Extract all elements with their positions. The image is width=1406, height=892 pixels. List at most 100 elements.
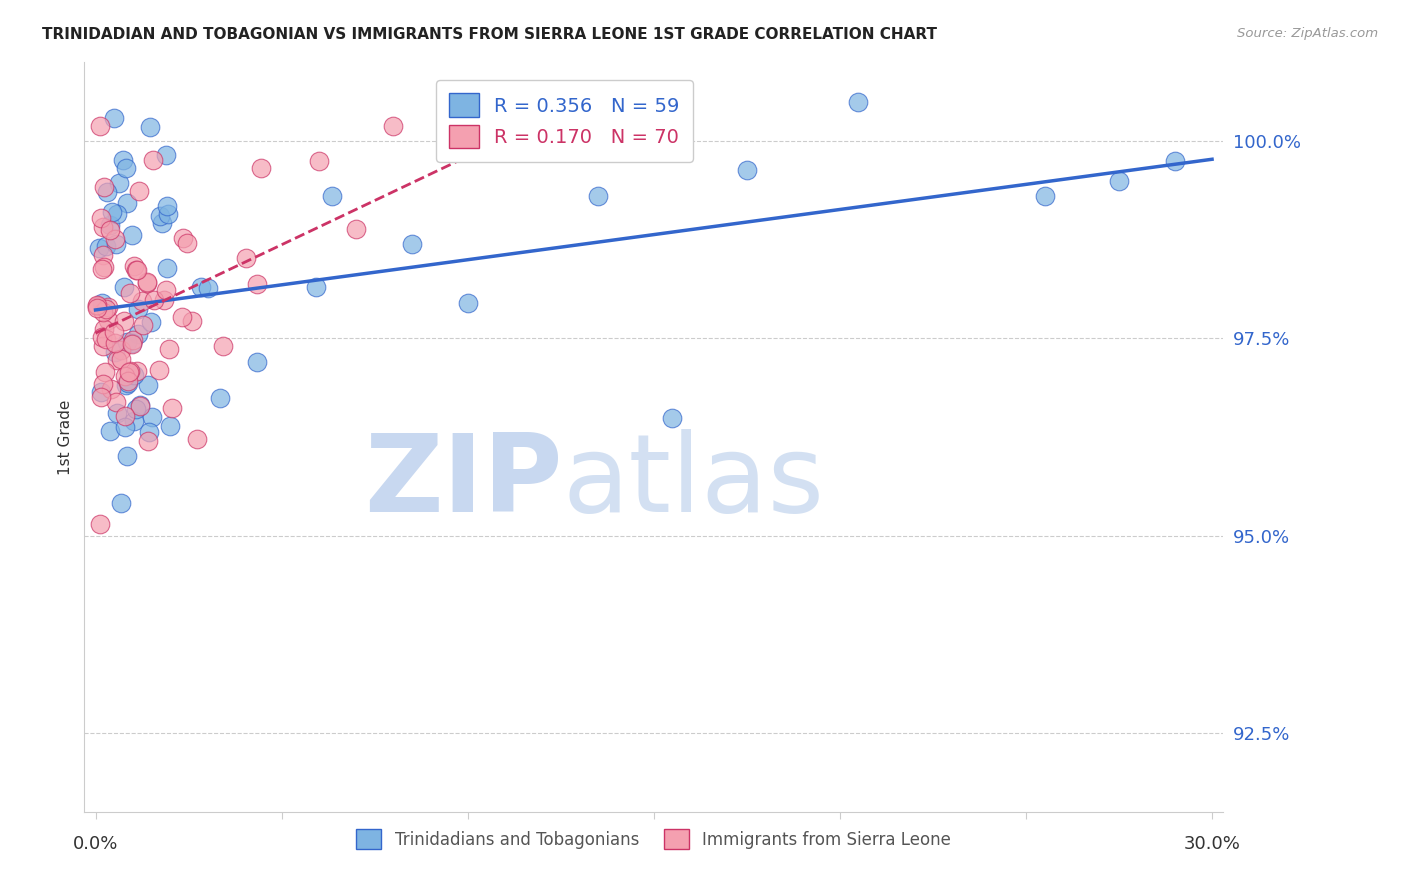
Point — [235, 252, 257, 266]
Point — [105, 352, 128, 367]
Point — [157, 207, 180, 221]
Point — [115, 335, 138, 350]
Text: 0.0%: 0.0% — [73, 836, 118, 854]
Point — [104, 335, 127, 350]
Point — [110, 351, 132, 366]
Point — [87, 241, 110, 255]
Point — [122, 333, 145, 347]
Point — [93, 322, 115, 336]
Point — [176, 236, 198, 251]
Point — [124, 414, 146, 428]
Point — [131, 294, 153, 309]
Y-axis label: 1st Grade: 1st Grade — [58, 400, 73, 475]
Point — [121, 227, 143, 242]
Point — [321, 189, 343, 203]
Point — [89, 119, 111, 133]
Point — [93, 219, 115, 234]
Point — [96, 239, 118, 253]
Point — [136, 378, 159, 392]
Point — [94, 301, 117, 316]
Text: 30.0%: 30.0% — [1184, 836, 1240, 854]
Point — [104, 395, 127, 409]
Point — [98, 223, 121, 237]
Point — [110, 343, 132, 358]
Point — [100, 383, 122, 397]
Text: TRINIDADIAN AND TOBAGONIAN VS IMMIGRANTS FROM SIERRA LEONE 1ST GRADE CORRELATION: TRINIDADIAN AND TOBAGONIAN VS IMMIGRANTS… — [42, 27, 938, 42]
Point — [93, 260, 115, 274]
Point — [150, 216, 173, 230]
Point — [139, 120, 162, 134]
Point — [190, 280, 212, 294]
Point — [138, 425, 160, 440]
Point — [91, 296, 114, 310]
Point — [105, 207, 128, 221]
Point — [108, 176, 131, 190]
Point — [114, 369, 136, 384]
Point — [103, 325, 125, 339]
Text: atlas: atlas — [562, 429, 825, 535]
Point — [98, 218, 121, 232]
Point — [110, 496, 132, 510]
Point — [120, 364, 142, 378]
Point — [98, 424, 121, 438]
Point — [112, 153, 135, 167]
Point — [250, 161, 273, 176]
Point — [155, 283, 177, 297]
Point — [122, 368, 145, 382]
Point — [118, 286, 141, 301]
Point — [105, 406, 128, 420]
Point — [125, 263, 148, 277]
Point — [97, 301, 120, 315]
Point — [246, 277, 269, 292]
Point — [308, 154, 330, 169]
Point — [96, 185, 118, 199]
Point — [155, 148, 177, 162]
Point — [586, 189, 609, 203]
Point — [159, 419, 181, 434]
Point — [136, 277, 159, 291]
Point — [118, 365, 141, 379]
Point — [135, 276, 157, 290]
Point — [136, 434, 159, 448]
Point — [148, 363, 170, 377]
Point — [115, 196, 138, 211]
Point — [401, 236, 423, 251]
Point — [114, 419, 136, 434]
Point — [128, 399, 150, 413]
Text: ZIP: ZIP — [364, 429, 562, 535]
Point — [97, 313, 120, 327]
Point — [105, 237, 128, 252]
Point — [125, 364, 148, 378]
Point — [90, 390, 112, 404]
Point — [86, 298, 108, 312]
Point — [117, 374, 139, 388]
Point — [90, 211, 112, 225]
Point — [212, 339, 235, 353]
Point — [91, 377, 114, 392]
Point — [93, 180, 115, 194]
Point — [142, 153, 165, 167]
Point — [156, 260, 179, 275]
Point — [114, 409, 136, 423]
Point — [89, 516, 111, 531]
Point — [91, 339, 114, 353]
Point — [132, 318, 155, 332]
Point — [117, 376, 139, 390]
Point — [160, 401, 183, 416]
Point — [125, 263, 148, 277]
Point — [117, 450, 139, 464]
Point — [121, 336, 143, 351]
Point — [305, 280, 328, 294]
Point — [172, 230, 194, 244]
Point — [127, 326, 149, 341]
Point — [197, 281, 219, 295]
Point — [91, 305, 114, 319]
Point — [91, 329, 114, 343]
Point — [91, 248, 114, 262]
Point — [90, 262, 112, 277]
Point — [209, 391, 232, 405]
Point — [115, 378, 138, 392]
Point — [153, 293, 176, 308]
Point — [125, 402, 148, 417]
Point — [1164, 153, 1187, 168]
